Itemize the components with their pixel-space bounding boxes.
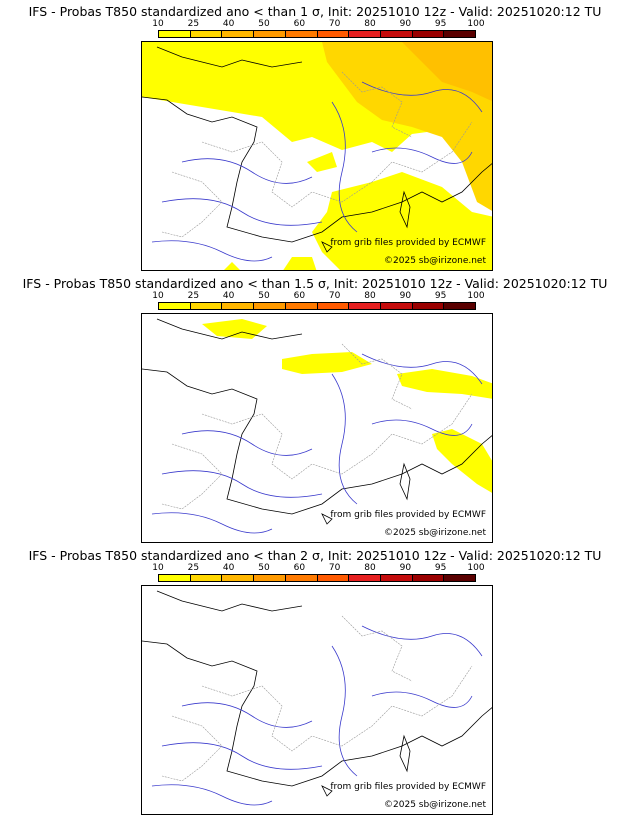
credit-copyright: ©2025 sb@irizone.net [384, 800, 486, 810]
scale-tick-label: 80 [364, 19, 376, 29]
scale-tick-label: 25 [187, 563, 200, 573]
scale-tick-label: 50 [258, 291, 270, 301]
scale-tick-label: 50 [258, 563, 270, 573]
scale-tick-label: 100 [467, 19, 485, 29]
scale-tick-label: 60 [293, 563, 306, 573]
scale-swatch [285, 303, 318, 309]
scale-tick-label: 25 [187, 19, 200, 29]
scale-swatch [412, 31, 445, 37]
scale-swatch [222, 31, 255, 37]
scale-swatch [444, 575, 476, 581]
scale-swatch [254, 31, 286, 37]
scale-swatch [380, 575, 413, 581]
panel-title: IFS - Probas T850 standardized ano < tha… [22, 276, 608, 291]
scale-swatch [317, 303, 350, 309]
scale-tick-label: 70 [328, 291, 341, 301]
scale-tick-label: 95 [434, 291, 447, 301]
probability-scale [158, 30, 476, 38]
scale-swatch [285, 31, 318, 37]
map-graphic [142, 42, 492, 270]
scale-tick-label: 40 [222, 291, 235, 301]
scale-tick-label: 80 [364, 563, 376, 573]
scale-tick-label: 50 [258, 19, 270, 29]
scale-swatch [254, 303, 286, 309]
scale-tick-label: 40 [222, 19, 235, 29]
scale-swatch [412, 303, 445, 309]
scale-swatch [222, 575, 255, 581]
scale-swatch [159, 575, 191, 581]
panel-2: IFS - Probas T850 standardized ano < tha… [0, 276, 630, 548]
map-graphic [142, 318, 492, 534]
scale-tick-label: 40 [222, 563, 235, 573]
probability-scale [158, 302, 476, 310]
credit-copyright: ©2025 sb@irizone.net [384, 256, 486, 266]
credit-source: from grib files provided by ECMWF [330, 238, 486, 248]
scale-tick-label: 10 [152, 19, 164, 29]
scale-tick-label: 90 [399, 563, 412, 573]
scale-swatch [190, 303, 223, 309]
scale-swatch [317, 31, 350, 37]
scale-swatch [349, 31, 381, 37]
map-graphic [142, 590, 492, 806]
scale-tick-label: 10 [152, 563, 164, 573]
scale-tick-label: 60 [293, 19, 306, 29]
scale-tick-label: 95 [434, 19, 447, 29]
scale-swatch [349, 303, 381, 309]
credit-source: from grib files provided by ECMWF [330, 782, 486, 792]
credit-copyright: ©2025 sb@irizone.net [384, 528, 486, 538]
scale-swatch [349, 575, 381, 581]
scale-tick-label: 10 [152, 291, 164, 301]
scale-swatch [412, 575, 445, 581]
probability-map: from grib files provided by ECMWF ©2025 … [141, 585, 493, 815]
scale-swatch [159, 31, 191, 37]
scale-swatch [444, 303, 476, 309]
panel-title: IFS - Probas T850 standardized ano < tha… [28, 548, 602, 563]
scale-swatch [317, 575, 350, 581]
scale-tick-label: 70 [328, 19, 341, 29]
scale-tick-label: 60 [293, 291, 306, 301]
scale-swatch [159, 303, 191, 309]
scale-tick-label: 95 [434, 563, 447, 573]
credit-source: from grib files provided by ECMWF [330, 510, 486, 520]
scale-tick-label: 90 [399, 19, 412, 29]
scale-swatch [285, 575, 318, 581]
scale-swatch [380, 303, 413, 309]
panel-title: IFS - Probas T850 standardized ano < tha… [28, 4, 602, 19]
scale-tick-label: 70 [328, 563, 341, 573]
scale-swatch [222, 303, 255, 309]
scale-tick-label: 90 [399, 291, 412, 301]
probability-map: from grib files provided by ECMWF ©2025 … [141, 41, 493, 271]
scale-tick-label: 80 [364, 291, 376, 301]
scale-ticks: 10 25 40 50 60 70 80 90 95 100 [152, 291, 484, 302]
scale-swatch [444, 31, 476, 37]
panel-3: IFS - Probas T850 standardized ano < tha… [0, 548, 630, 820]
scale-tick-label: 100 [467, 563, 485, 573]
panel-1: IFS - Probas T850 standardized ano < tha… [0, 4, 630, 276]
scale-swatch [190, 31, 223, 37]
scale-swatch [254, 575, 286, 581]
scale-swatch [190, 575, 223, 581]
scale-ticks: 10 25 40 50 60 70 80 90 95 100 [152, 563, 484, 574]
scale-ticks: 10 25 40 50 60 70 80 90 95 100 [152, 19, 484, 30]
probability-scale [158, 574, 476, 582]
scale-tick-label: 100 [467, 291, 485, 301]
scale-swatch [380, 31, 413, 37]
probability-map: from grib files provided by ECMWF ©2025 … [141, 313, 493, 543]
scale-tick-label: 25 [187, 291, 200, 301]
